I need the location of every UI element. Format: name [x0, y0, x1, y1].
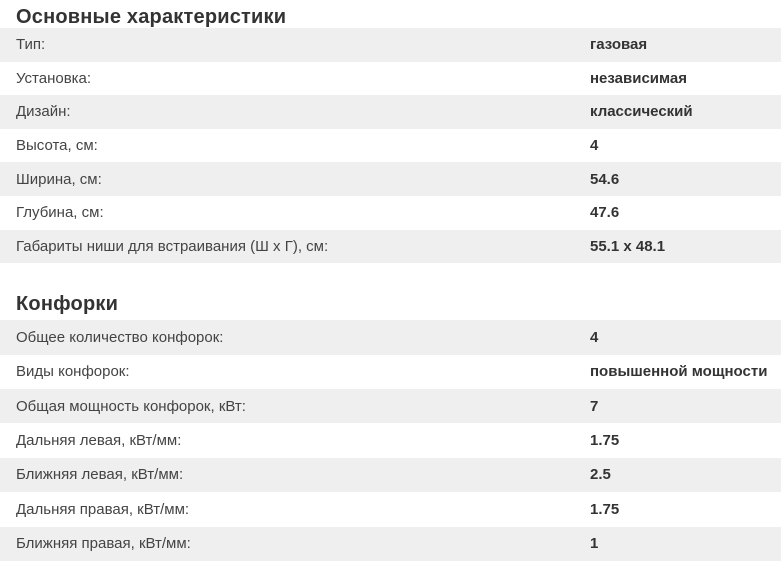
spec-value: повышенной мощности	[590, 363, 768, 381]
spec-value: газовая	[590, 36, 648, 54]
spec-value: независимая	[590, 69, 688, 87]
spec-row: Габариты ниши для встраивания (Ш х Г), с…	[0, 229, 781, 264]
spec-row: Дальняя левая, кВт/мм: 1.75	[0, 423, 781, 458]
spec-label: Общее количество конфорок:	[16, 328, 224, 346]
spec-row: Глубина, см: 47.6	[0, 195, 781, 230]
spec-value: классический	[590, 103, 693, 121]
spec-row: Общее количество конфорок: 4	[0, 320, 781, 355]
spec-section: Основные характеристики Тип: газовая Устано…	[0, 6, 781, 264]
spec-label: Тип:	[16, 36, 46, 54]
spec-label: Ближняя правая, кВт/мм:	[16, 535, 191, 553]
spec-label: Дальняя левая, кВт/мм:	[16, 432, 182, 450]
spec-value: 1	[590, 535, 599, 553]
spec-value: 55.1 x 48.1	[590, 237, 666, 255]
spec-label: Установка:	[16, 69, 92, 87]
spec-row: Установка: независимая	[0, 61, 781, 96]
spec-label: Ширина, см:	[16, 170, 102, 188]
spec-label: Ближняя левая, кВт/мм:	[16, 466, 184, 484]
spec-row: Высота, см: 4	[0, 128, 781, 163]
spec-label: Виды конфорок:	[16, 363, 130, 381]
spec-value: 4	[590, 328, 599, 346]
spec-table: Тип: газовая Установка: независимая Дизайн: к…	[0, 28, 781, 264]
spec-label: Дальняя правая, кВт/мм:	[16, 500, 190, 518]
specifications-panel: Основные характеристики Тип: газовая Устано…	[0, 6, 781, 561]
spec-label: Габариты ниши для встраивания (Ш х Г), с…	[16, 237, 329, 255]
spec-value: 1.75	[590, 500, 620, 518]
spec-section: Конфорки Общее количество конфорок: 4 Виды …	[0, 293, 781, 561]
section-title: Конфорки	[16, 293, 119, 316]
spec-value: 4	[590, 137, 599, 155]
spec-value: 2.5	[590, 466, 611, 484]
spec-table: Общее количество конфорок: 4 Виды конфорок…	[0, 320, 781, 561]
spec-row: Общая мощность конфорок, кВт: 7	[0, 388, 781, 424]
spec-value: 47.6	[590, 204, 620, 222]
spec-label: Общая мощность конфорок, кВт:	[16, 397, 246, 415]
spec-row: Ближняя левая, кВт/мм: 2.5	[0, 457, 781, 493]
spec-row: Дальняя правая, кВт/мм: 1.75	[0, 492, 781, 527]
spec-row: Дизайн: классический	[0, 95, 781, 129]
spec-row: Ближняя правая, кВт/мм: 1	[0, 526, 781, 561]
spec-value: 7	[590, 397, 599, 415]
spec-label: Дизайн:	[16, 103, 71, 121]
spec-label: Высота, см:	[16, 137, 98, 155]
spec-row: Тип: газовая	[0, 28, 781, 62]
section-title: Основные характеристики	[16, 6, 287, 28]
spec-value: 1.75	[590, 432, 620, 450]
spec-row: Ширина, см: 54.6	[0, 162, 781, 196]
spec-label: Глубина, см:	[16, 204, 104, 222]
spec-value: 54.6	[590, 170, 620, 188]
spec-row: Виды конфорок: повышенной мощности	[0, 354, 781, 389]
